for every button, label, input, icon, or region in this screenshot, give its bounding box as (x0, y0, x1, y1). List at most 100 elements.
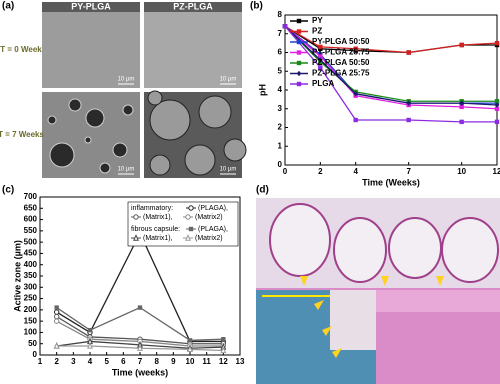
y-tick-label: 650 (24, 203, 38, 212)
marker (137, 305, 143, 310)
y-tick-label: 350 (24, 271, 38, 280)
legend-label: (Matrix1), (143, 235, 173, 242)
marker (406, 117, 411, 123)
y-tick-label: 3 (278, 104, 283, 113)
y-axis-label: Active zone (µm) (12, 240, 22, 312)
marker (87, 327, 93, 333)
y-tick-label: 50 (28, 339, 37, 348)
x-tick-label: 4 (353, 167, 358, 176)
scale-label: 10 µm (118, 167, 135, 173)
scale-label: 10 µm (118, 77, 135, 83)
legend-label: PLGA (312, 79, 334, 88)
legend-label: PY (312, 16, 323, 25)
y-tick-label: 6 (278, 48, 283, 57)
legend-label: PZ-PLGA 25:75 (312, 69, 370, 78)
x-tick-label: 7 (406, 167, 411, 176)
series-line (284, 25, 498, 110)
row-label: T = 0 Week (0, 45, 42, 54)
marker (318, 54, 323, 59)
pores (47, 98, 134, 174)
marker (353, 46, 358, 51)
marker (494, 40, 500, 46)
panel-label: (b) (250, 1, 263, 12)
y-tick-label: 450 (24, 249, 38, 258)
series-line (284, 25, 497, 123)
histology-image (256, 198, 500, 384)
y-tick-label: 5 (278, 66, 283, 75)
y-tick-label: 400 (24, 260, 38, 269)
y-tick-label: 0 (278, 160, 283, 169)
scale-label: 10 µm (220, 77, 237, 83)
marker (296, 70, 302, 77)
sem-header (42, 2, 140, 12)
y-tick-label: 150 (24, 316, 38, 325)
y-tick-label: 600 (24, 215, 38, 224)
marker (137, 344, 143, 351)
marker (296, 50, 302, 55)
legend-label: (PLAGA), (198, 205, 228, 212)
y-axis-label: pH (257, 84, 267, 96)
legend-group: fibrous capsule: (131, 226, 180, 233)
y-tick-label: 250 (24, 294, 38, 303)
marker (459, 100, 464, 106)
marker (53, 318, 60, 324)
legend-label: PY-PLGA 50:50 (312, 37, 370, 46)
y-tick-label: 500 (24, 237, 38, 246)
marker (318, 65, 323, 70)
x-tick-label: 8 (154, 357, 159, 366)
y-tick-label: 8 (278, 10, 283, 19)
legend-label: PZ (312, 27, 322, 36)
y-tick-label: 1 (278, 141, 283, 150)
series-line (284, 25, 498, 54)
x-tick-label: 9 (171, 357, 176, 366)
x-tick-label: 6 (121, 357, 126, 366)
marker (353, 91, 358, 97)
y-tick-label: 550 (24, 226, 38, 235)
marker (188, 205, 194, 211)
x-tick-label: 13 (236, 357, 245, 366)
x-axis-label: Time (Weeks) (362, 177, 420, 187)
marker (87, 342, 93, 349)
x-tick-label: 12 (219, 357, 228, 366)
legend-label: PZ-PLGA 50:50 (312, 58, 370, 67)
x-tick-label: 11 (202, 357, 211, 366)
marker (220, 346, 227, 354)
marker (459, 104, 464, 110)
legend-box (127, 201, 239, 247)
y-tick-label: 4 (278, 85, 283, 94)
legend-label: (Matrix2) (195, 214, 223, 221)
marker (318, 44, 323, 50)
marker (187, 338, 193, 343)
marker (494, 106, 500, 111)
marker (406, 100, 411, 106)
spheres (147, 90, 247, 176)
marker (188, 226, 194, 232)
marker (187, 345, 193, 353)
y-tick-label: 300 (24, 282, 38, 291)
x-axis-label: Time (weeks) (112, 367, 168, 377)
legend-label: (PLAGA), (198, 226, 228, 233)
marker (282, 24, 288, 29)
scale-label: 10 µm (220, 167, 237, 173)
marker (406, 50, 411, 55)
sem-header (144, 2, 242, 12)
x-tick-label: 2 (54, 357, 59, 366)
row-label: T = 7 Weeks (0, 130, 44, 139)
marker (494, 102, 500, 108)
marker (296, 60, 302, 66)
legend-label: (Matrix1), (143, 214, 173, 221)
sem-image (42, 12, 140, 88)
marker (185, 214, 191, 220)
marker (133, 234, 139, 241)
y-tick-label: 700 (24, 192, 38, 201)
marker (296, 18, 302, 24)
marker (318, 57, 323, 63)
marker (53, 309, 60, 315)
x-tick-label: 12 (493, 167, 500, 176)
series-line (284, 25, 498, 106)
x-tick-label: 2 (318, 167, 323, 176)
marker (296, 39, 302, 45)
legend-label: (Matrix2) (195, 235, 223, 242)
x-tick-label: 3 (71, 357, 76, 366)
